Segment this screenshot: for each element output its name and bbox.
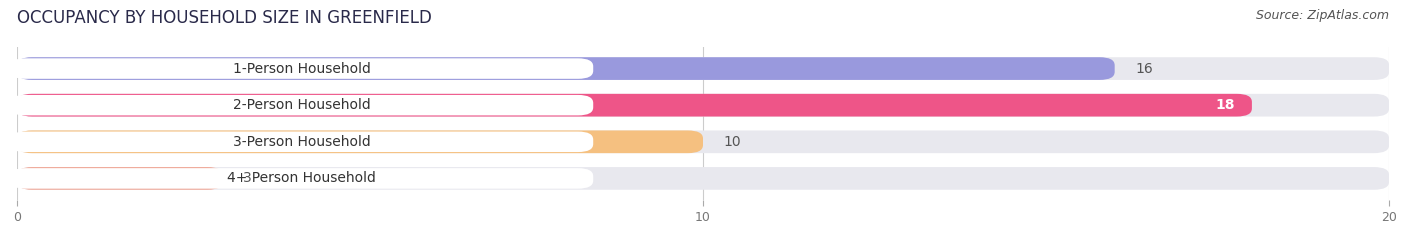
FancyBboxPatch shape (17, 57, 1115, 80)
Text: 4+ Person Household: 4+ Person Household (228, 171, 375, 185)
FancyBboxPatch shape (17, 167, 1389, 190)
Text: 10: 10 (724, 135, 741, 149)
FancyBboxPatch shape (10, 58, 593, 79)
Text: 16: 16 (1135, 62, 1153, 75)
Text: 2-Person Household: 2-Person Household (233, 98, 371, 112)
FancyBboxPatch shape (17, 94, 1251, 116)
Text: 1-Person Household: 1-Person Household (232, 62, 371, 75)
Text: 3: 3 (243, 171, 252, 185)
FancyBboxPatch shape (10, 95, 593, 115)
FancyBboxPatch shape (17, 94, 1389, 116)
FancyBboxPatch shape (10, 132, 593, 152)
FancyBboxPatch shape (17, 130, 703, 153)
Text: Source: ZipAtlas.com: Source: ZipAtlas.com (1256, 9, 1389, 22)
FancyBboxPatch shape (10, 168, 593, 189)
FancyBboxPatch shape (17, 130, 1389, 153)
Text: 18: 18 (1215, 98, 1234, 112)
FancyBboxPatch shape (17, 57, 1389, 80)
Text: OCCUPANCY BY HOUSEHOLD SIZE IN GREENFIELD: OCCUPANCY BY HOUSEHOLD SIZE IN GREENFIEL… (17, 9, 432, 27)
Text: 3-Person Household: 3-Person Household (233, 135, 371, 149)
FancyBboxPatch shape (17, 167, 222, 190)
